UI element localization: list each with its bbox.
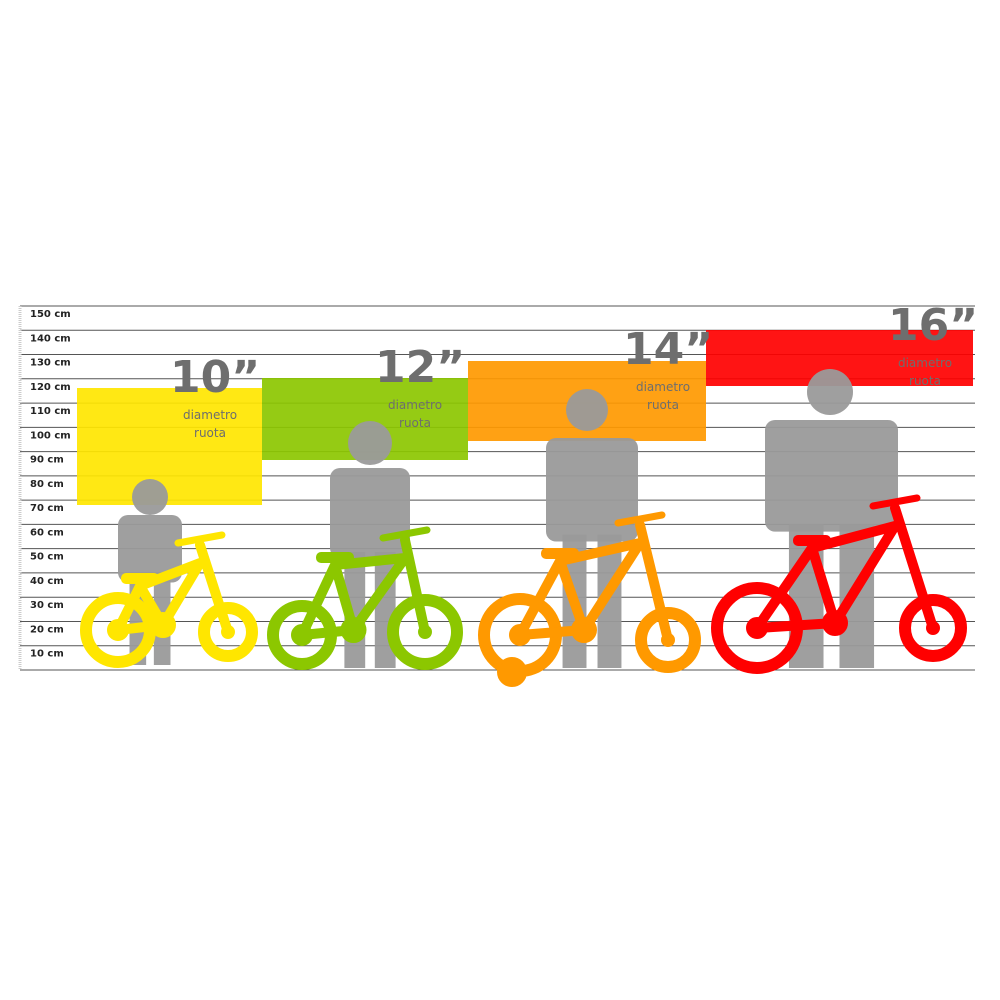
rear-hub xyxy=(291,624,313,646)
front-hub xyxy=(661,633,675,647)
child-head xyxy=(807,369,853,415)
front-wheel xyxy=(387,594,463,670)
child-torso xyxy=(765,420,898,532)
scale-label: 20 cm xyxy=(30,624,64,635)
caption-line2: ruota xyxy=(399,416,431,430)
scale-label: 90 cm xyxy=(30,455,64,466)
training-wheel xyxy=(497,657,527,687)
front-hub xyxy=(926,621,940,635)
size-range-box xyxy=(77,388,262,505)
scale-label: 110 cm xyxy=(30,406,71,417)
caption-line2: ruota xyxy=(909,374,941,388)
scale-label: 80 cm xyxy=(30,479,64,490)
rear-hub xyxy=(107,619,129,641)
wheel-size-label: 16” xyxy=(888,300,978,351)
scale-label: 30 cm xyxy=(30,600,64,611)
front-hub xyxy=(221,625,235,639)
wheel-size-label: 10” xyxy=(170,352,260,403)
scale-label: 120 cm xyxy=(30,382,71,393)
caption-line1: diametro xyxy=(388,398,442,412)
scale-label: 140 cm xyxy=(30,333,71,344)
chain-guard xyxy=(822,610,848,636)
bike-handlebar xyxy=(379,526,431,542)
scale-label: 50 cm xyxy=(30,552,64,563)
chain-guard xyxy=(571,617,597,643)
bike-handlebar xyxy=(869,494,921,510)
bike xyxy=(478,511,701,687)
bike-frame xyxy=(515,520,673,645)
caption-line1: diametro xyxy=(898,356,952,370)
chain-guard xyxy=(150,612,176,638)
caption-line1: diametro xyxy=(636,380,690,394)
caption-line1: diametro xyxy=(183,408,237,422)
scale-label: 150 cm xyxy=(30,309,71,320)
scale-label: 130 cm xyxy=(30,358,71,369)
scale-label: 100 cm xyxy=(30,430,71,441)
child-torso xyxy=(330,468,410,558)
rear-hub xyxy=(746,617,768,639)
bike-seat xyxy=(793,535,831,546)
bike-seat xyxy=(121,573,159,584)
scale-label: 10 cm xyxy=(30,649,64,660)
front-wheel xyxy=(899,594,967,662)
child-silhouette xyxy=(765,369,898,668)
bike xyxy=(267,526,463,670)
bike-seat xyxy=(316,552,354,563)
child-torso xyxy=(546,438,638,542)
size-labels: 10” diametro ruota 12” diametro ruota 14” diame… xyxy=(170,300,978,440)
child-head xyxy=(566,389,608,431)
caption-line2: ruota xyxy=(647,398,679,412)
bike-handlebar xyxy=(174,531,226,547)
scale-label: 60 cm xyxy=(30,527,64,538)
bike xyxy=(711,494,967,674)
height-scale: 150 cm 140 cm 130 cm 120 cm 110 cm 100 cm 90 c… xyxy=(30,309,71,660)
front-wheel xyxy=(198,602,258,662)
scale-label: 40 cm xyxy=(30,576,64,587)
rear-hub xyxy=(509,624,531,646)
scale-label: 70 cm xyxy=(30,503,64,514)
front-wheel xyxy=(635,607,701,673)
child-leg xyxy=(597,534,622,668)
bike xyxy=(80,531,258,668)
front-hub xyxy=(418,625,432,639)
wheel-size-label: 12” xyxy=(375,342,465,393)
caption-line2: ruota xyxy=(194,426,226,440)
bike-handlebar xyxy=(614,511,666,527)
bikes xyxy=(80,494,967,687)
bike-frame xyxy=(297,535,430,640)
bike-seat xyxy=(541,548,579,559)
child-head xyxy=(348,421,392,465)
child-torso xyxy=(118,515,182,583)
chain-guard xyxy=(340,617,367,643)
wheel-size-label: 14” xyxy=(623,324,713,375)
child-head xyxy=(132,479,168,515)
bike-frame xyxy=(113,540,233,637)
bike-frame xyxy=(752,503,938,633)
